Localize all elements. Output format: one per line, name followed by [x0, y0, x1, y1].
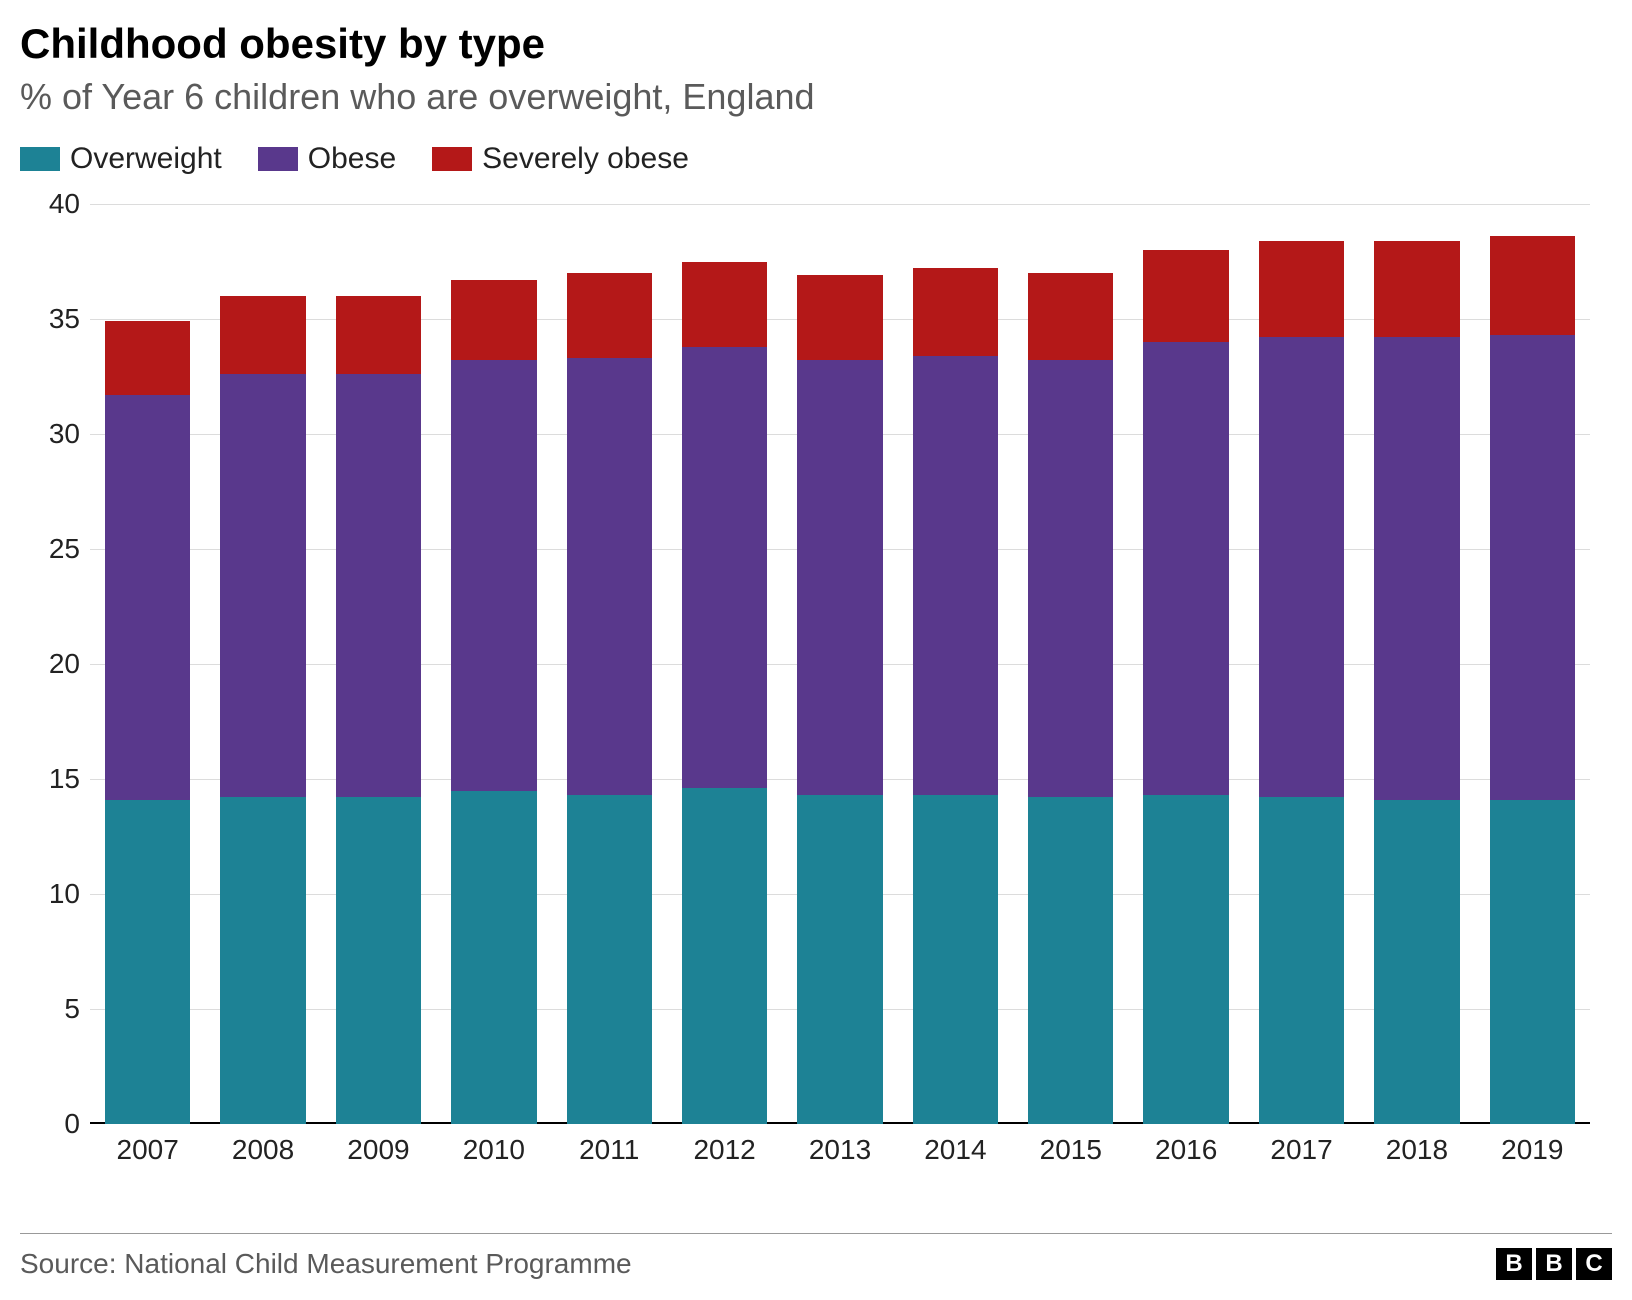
footer: Source: National Child Measurement Progr…: [20, 1233, 1612, 1280]
y-tick-label: 15: [30, 763, 80, 795]
bar-segment: [336, 374, 421, 797]
legend-item: Severely obese: [432, 142, 689, 176]
bbc-logo-block: B: [1536, 1248, 1572, 1280]
y-tick-label: 30: [30, 418, 80, 450]
bars-layer: [90, 204, 1590, 1124]
bar-segment: [105, 800, 190, 1124]
y-tick-label: 35: [30, 303, 80, 335]
legend: Overweight Obese Severely obese: [20, 142, 1612, 176]
bar-segment: [797, 275, 882, 360]
bar-segment: [1028, 273, 1113, 360]
bar-segment: [682, 262, 767, 347]
x-tick-label: 2007: [117, 1134, 179, 1166]
x-tick-label: 2013: [809, 1134, 871, 1166]
x-tick-label: 2017: [1270, 1134, 1332, 1166]
bar-segment: [220, 296, 305, 374]
bar-segment: [1374, 241, 1459, 338]
bar-segment: [1490, 335, 1575, 800]
plot-wrapper: 0510152025303540 20072008200920102011201…: [30, 204, 1590, 1194]
x-tick-label: 2011: [579, 1134, 639, 1166]
bar-segment: [1490, 236, 1575, 335]
bar-segment: [451, 791, 536, 1125]
bar-segment: [105, 321, 190, 395]
x-tick-label: 2008: [232, 1134, 294, 1166]
legend-label: Severely obese: [482, 142, 689, 176]
bar-segment: [797, 795, 882, 1124]
bar-segment: [1143, 795, 1228, 1124]
y-tick-label: 5: [30, 993, 80, 1025]
y-tick-label: 10: [30, 878, 80, 910]
bar-segment: [1143, 250, 1228, 342]
chart-container: Childhood obesity by type % of Year 6 ch…: [20, 20, 1612, 1280]
x-tick-label: 2010: [463, 1134, 525, 1166]
bar-segment: [336, 797, 421, 1124]
bar-segment: [797, 360, 882, 795]
bar-segment: [1259, 241, 1344, 338]
bar-segment: [1143, 342, 1228, 795]
bar-segment: [1259, 337, 1344, 797]
legend-label: Overweight: [70, 142, 222, 176]
bar-segment: [567, 795, 652, 1124]
x-tick-label: 2014: [924, 1134, 986, 1166]
bar-segment: [1028, 360, 1113, 797]
bar-segment: [567, 358, 652, 795]
bar-segment: [1259, 797, 1344, 1124]
y-tick-label: 20: [30, 648, 80, 680]
y-tick-label: 25: [30, 533, 80, 565]
bar-segment: [1374, 800, 1459, 1124]
bar-segment: [913, 356, 998, 795]
bar-segment: [105, 395, 190, 800]
bbc-logo-block: C: [1576, 1248, 1612, 1280]
bar-segment: [1374, 337, 1459, 799]
legend-label: Obese: [308, 142, 396, 176]
bbc-logo: BBC: [1496, 1248, 1612, 1280]
bar-segment: [913, 795, 998, 1124]
x-tick-label: 2009: [347, 1134, 409, 1166]
bar-segment: [913, 268, 998, 355]
legend-item: Obese: [258, 142, 396, 176]
bar-segment: [451, 280, 536, 361]
x-tick-label: 2012: [693, 1134, 755, 1166]
legend-item: Overweight: [20, 142, 222, 176]
legend-swatch: [432, 147, 472, 171]
legend-swatch: [20, 147, 60, 171]
x-tick-label: 2015: [1040, 1134, 1102, 1166]
bar-segment: [567, 273, 652, 358]
x-tick-label: 2018: [1386, 1134, 1448, 1166]
bar-segment: [1028, 797, 1113, 1124]
chart-title: Childhood obesity by type: [20, 20, 1612, 68]
x-tick-label: 2016: [1155, 1134, 1217, 1166]
y-tick-label: 0: [30, 1108, 80, 1140]
bar-segment: [682, 347, 767, 789]
bar-segment: [220, 374, 305, 797]
y-tick-label: 40: [30, 188, 80, 220]
bar-segment: [682, 788, 767, 1124]
legend-swatch: [258, 147, 298, 171]
source-label: Source: National Child Measurement Progr…: [20, 1248, 632, 1280]
bbc-logo-block: B: [1496, 1248, 1532, 1280]
bar-segment: [220, 797, 305, 1124]
bar-segment: [1490, 800, 1575, 1124]
x-tick-label: 2019: [1501, 1134, 1563, 1166]
bar-segment: [336, 296, 421, 374]
bar-segment: [451, 360, 536, 790]
chart-subtitle: % of Year 6 children who are overweight,…: [20, 76, 1612, 118]
